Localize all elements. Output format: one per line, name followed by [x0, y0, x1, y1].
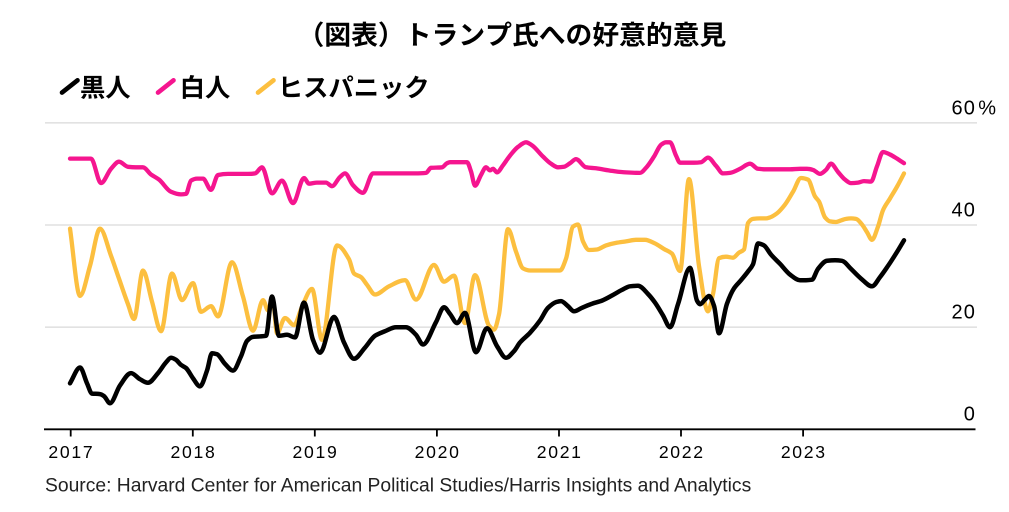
- svg-text:2022: 2022: [659, 442, 705, 462]
- svg-text:2023: 2023: [781, 442, 827, 462]
- svg-text:60: 60: [952, 97, 976, 119]
- svg-text:20: 20: [952, 302, 976, 324]
- svg-text:%: %: [978, 97, 997, 119]
- svg-text:2019: 2019: [293, 442, 339, 462]
- svg-text:2021: 2021: [537, 442, 583, 462]
- svg-text:2017: 2017: [48, 442, 94, 462]
- svg-text:40: 40: [952, 199, 976, 221]
- svg-text:0: 0: [964, 404, 976, 426]
- svg-text:2018: 2018: [171, 442, 217, 462]
- svg-text:2020: 2020: [415, 442, 461, 462]
- svg-text:Source: Harvard Center for Ame: Source: Harvard Center for American Poli…: [45, 476, 751, 497]
